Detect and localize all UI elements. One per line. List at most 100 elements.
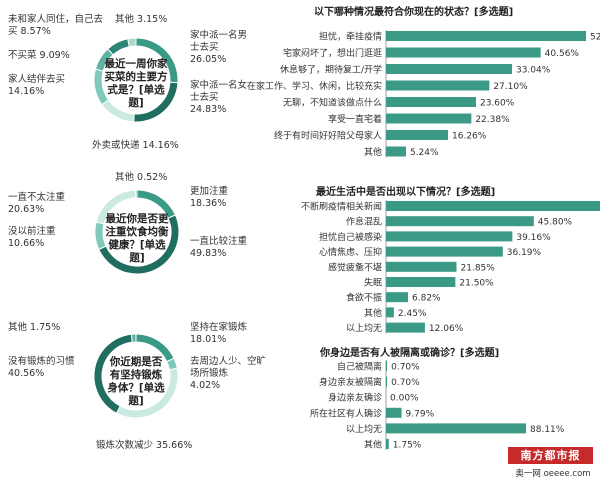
pie3-value-home: 18.01 bbox=[190, 334, 218, 345]
bar2-value-6: 6.82% bbox=[412, 294, 441, 304]
pie1-value-nobuy: 9.09 bbox=[39, 50, 61, 61]
bar2-bar-0 bbox=[386, 201, 600, 211]
bar1-category-7: 其他 bbox=[364, 146, 382, 158]
pie1-title: 最近一周你家买菜的主要方式是？[单选题] bbox=[104, 58, 168, 109]
pie3-label-less: 锻炼次数减少 35.66% bbox=[96, 440, 193, 451]
bar1-bar-7 bbox=[386, 146, 406, 157]
bar3-category-2: 身边亲友确诊 bbox=[328, 392, 382, 404]
bar1-bar-1 bbox=[386, 47, 541, 58]
bar2-bar-1 bbox=[386, 216, 534, 227]
bar1-bar-2 bbox=[386, 64, 512, 74]
bar2-category-3: 心情焦虑、压抑 bbox=[319, 246, 382, 258]
bar2-category-7: 其他 bbox=[364, 307, 382, 319]
pie1-label-nobuy: 不买菜 9.09% bbox=[8, 50, 70, 61]
bar2-value-3: 36.19% bbox=[507, 248, 542, 258]
pie3-value-less: 35.66 bbox=[156, 440, 184, 451]
pie3-label-nohabit: 没有锻炼的习惯 40.56% bbox=[8, 356, 75, 379]
bar3-category-1: 身边亲友被隔离 bbox=[319, 376, 382, 388]
bar3-value-0: 0.70% bbox=[391, 363, 420, 373]
pie1-label-woman: 家中派一名女士去买 24.83% bbox=[190, 80, 248, 115]
pie2-label-less: 没以前注重 10.66% bbox=[8, 226, 56, 249]
pie1-value-alone: 8.57 bbox=[20, 26, 42, 37]
bar3-bar-1 bbox=[386, 376, 388, 387]
bar1-bar-4 bbox=[386, 97, 476, 107]
bar2-category-1: 作息混乱 bbox=[346, 216, 382, 228]
bar2-value-1: 45.80% bbox=[538, 218, 573, 228]
pie3-title: 你近期是否有坚持锻炼身体？[单选题] bbox=[107, 356, 165, 407]
newspaper-logo-sub: 奥一网 oeeee.com bbox=[515, 469, 591, 479]
pie3-value-other: 1.75 bbox=[30, 322, 52, 333]
bar2-value-4: 21.85% bbox=[461, 263, 496, 273]
bar1-value-3: 27.10% bbox=[493, 82, 528, 92]
pie2-title: 最近你是否更注重饮食均衡健康？[单选题] bbox=[105, 213, 169, 264]
pie2-value-more: 18.36 bbox=[190, 198, 218, 209]
bar3-category-4: 以上均无 bbox=[346, 423, 382, 435]
bar2-title: 最近生活中是否出现以下情况？[多选题] bbox=[316, 187, 496, 198]
bar2-bar-4 bbox=[386, 261, 457, 272]
bar3-bar-3 bbox=[386, 407, 402, 418]
pie1-value-delivery: 14.16 bbox=[142, 140, 170, 151]
pie3-label-other: 其他 1.75% bbox=[8, 322, 61, 333]
pie3-value-outdoor: 4.02 bbox=[190, 380, 212, 391]
bar2-bar-5 bbox=[386, 277, 456, 287]
bar2-category-8: 以上均无 bbox=[346, 322, 382, 334]
bar1-value-7: 5.24% bbox=[410, 148, 439, 158]
pie2-value-never: 20.63 bbox=[8, 204, 36, 215]
pie1-value-man: 26.05 bbox=[190, 54, 218, 65]
bar1-value-6: 16.26% bbox=[452, 132, 487, 142]
bar2-bar-7 bbox=[386, 307, 394, 318]
pie3-label-outdoor: 去周边人少、空旷场所锻炼 4.02% bbox=[190, 356, 267, 391]
pie2-label-more: 更加注重 18.36% bbox=[190, 186, 229, 209]
bar1-bar-5 bbox=[386, 113, 472, 124]
bar1-value-4: 23.60% bbox=[480, 99, 515, 109]
bar2-category-2: 担忧自己被感染 bbox=[319, 231, 382, 243]
pie1-label-family: 家人结伴去买 14.16% bbox=[8, 74, 66, 97]
bar3-bar-5 bbox=[386, 439, 389, 449]
pie3-value-nohabit: 40.56 bbox=[8, 368, 36, 379]
bar1-title: 以下哪种情况最符合你现在的状态？[多选题] bbox=[314, 7, 514, 18]
newspaper-logo: 南方都市报 bbox=[508, 447, 593, 464]
bar1-value-5: 22.38% bbox=[475, 115, 510, 125]
bar3-category-0: 自己被隔离 bbox=[337, 361, 382, 373]
bar3-value-1: 0.70% bbox=[391, 378, 420, 388]
pie1-value-woman: 24.83 bbox=[190, 104, 218, 115]
pie1-value-other: 3.15 bbox=[137, 14, 159, 25]
pie2-value-other: 0.52 bbox=[137, 172, 159, 183]
bar2-bar-6 bbox=[386, 292, 409, 303]
bar1-bar-6 bbox=[386, 130, 449, 140]
pie2-value-always: 49.83 bbox=[190, 248, 218, 259]
pie2-label-never: 一直不太注重 20.63% bbox=[8, 192, 66, 215]
bar1-category-2: 休息够了，期待复工/开学 bbox=[280, 64, 382, 76]
bar2-bar-8 bbox=[386, 322, 425, 333]
bar1-value-1: 40.56% bbox=[545, 49, 580, 59]
pie2-label-other: 其他 0.52% bbox=[115, 172, 168, 183]
bar1-category-3: 在家工作、学习、休闲，比较充实 bbox=[247, 80, 382, 92]
bar1-category-4: 无聊，不知道该做点什么 bbox=[283, 97, 382, 109]
bar1-value-2: 33.04% bbox=[516, 66, 551, 76]
bar2-category-6: 食欲不振 bbox=[346, 292, 382, 304]
bar1-bar-0 bbox=[386, 31, 586, 41]
bar2-value-8: 12.06% bbox=[429, 324, 464, 334]
bar2-value-2: 39.16% bbox=[516, 233, 551, 243]
bar1-category-1: 宅家闷坏了，想出门逛逛 bbox=[283, 47, 382, 59]
bar3-value-2: 0.00% bbox=[390, 394, 419, 404]
bar2-category-4: 感觉疲惫不堪 bbox=[328, 261, 382, 273]
bar1-category-5: 享受一直宅着 bbox=[328, 113, 382, 125]
bar2-category-0: 不断刷疫情相关新闻 bbox=[301, 201, 382, 213]
bar3-bar-0 bbox=[386, 361, 388, 371]
pie1-label-man: 家中派一名男士去买 26.05% bbox=[190, 30, 248, 65]
bar3-category-5: 其他 bbox=[364, 439, 382, 451]
bar2-bar-2 bbox=[386, 231, 513, 242]
bar3-value-5: 1.75% bbox=[393, 441, 422, 451]
pie1-label-delivery: 外卖或快递 14.16% bbox=[92, 140, 179, 151]
bar2-bar-3 bbox=[386, 246, 503, 257]
pie1-label-other: 其他 3.15% bbox=[115, 14, 168, 25]
pie3-label-home: 坚持在家锻炼 18.01% bbox=[190, 322, 248, 345]
pie2-label-always: 一直比较注重 49.83% bbox=[190, 236, 248, 259]
bar1-category-0: 担忧，牵挂疫情 bbox=[319, 31, 382, 43]
pie2-value-less: 10.66 bbox=[8, 238, 36, 249]
bar3-title: 你身边是否有人被隔离或确诊？[多选题] bbox=[320, 348, 500, 359]
pie2-slice-4 bbox=[135, 189, 138, 199]
